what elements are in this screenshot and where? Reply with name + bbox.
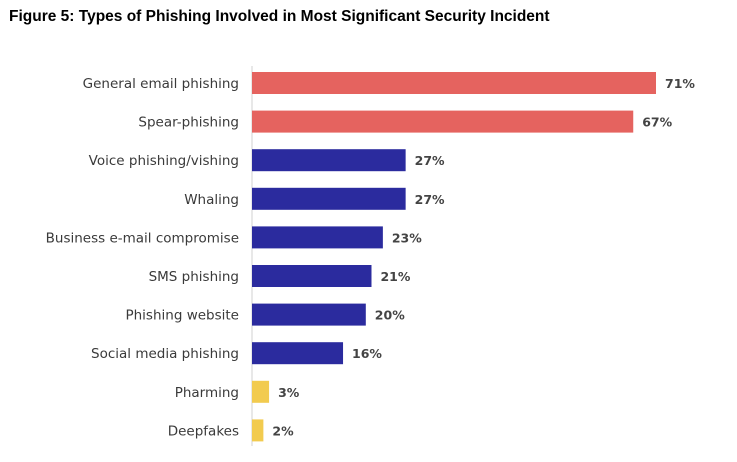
bar <box>252 226 383 249</box>
bar <box>252 72 656 94</box>
bar <box>252 419 264 442</box>
data-label: 20% <box>375 308 405 323</box>
category-label: SMS phishing <box>149 269 239 285</box>
data-label: 71% <box>665 76 695 91</box>
data-label: 16% <box>352 346 382 361</box>
bar <box>252 110 634 133</box>
category-label: Phishing website <box>125 308 239 324</box>
bar <box>252 303 366 326</box>
category-label: Spear-phishing <box>138 115 239 131</box>
chart-title: Figure 5: Types of Phishing Involved in … <box>9 8 550 25</box>
data-label: 3% <box>278 385 300 400</box>
data-label: 27% <box>415 153 445 168</box>
bar <box>252 187 406 210</box>
category-label: Social media phishing <box>91 346 239 362</box>
category-label: Voice phishing/vishing <box>89 153 239 169</box>
bar <box>252 342 344 365</box>
bar <box>252 149 406 172</box>
bar <box>252 380 270 403</box>
category-label: Deepfakes <box>168 423 239 439</box>
data-label: 23% <box>392 230 422 245</box>
category-label: Pharming <box>175 385 239 401</box>
bar <box>252 265 372 287</box>
data-label: 2% <box>272 423 294 438</box>
category-label: Whaling <box>184 192 239 208</box>
data-label: 27% <box>415 192 445 207</box>
data-label: 67% <box>642 115 672 130</box>
category-label: General email phishing <box>83 76 239 92</box>
data-label: 21% <box>380 269 410 284</box>
category-label: Business e-mail compromise <box>46 230 239 246</box>
